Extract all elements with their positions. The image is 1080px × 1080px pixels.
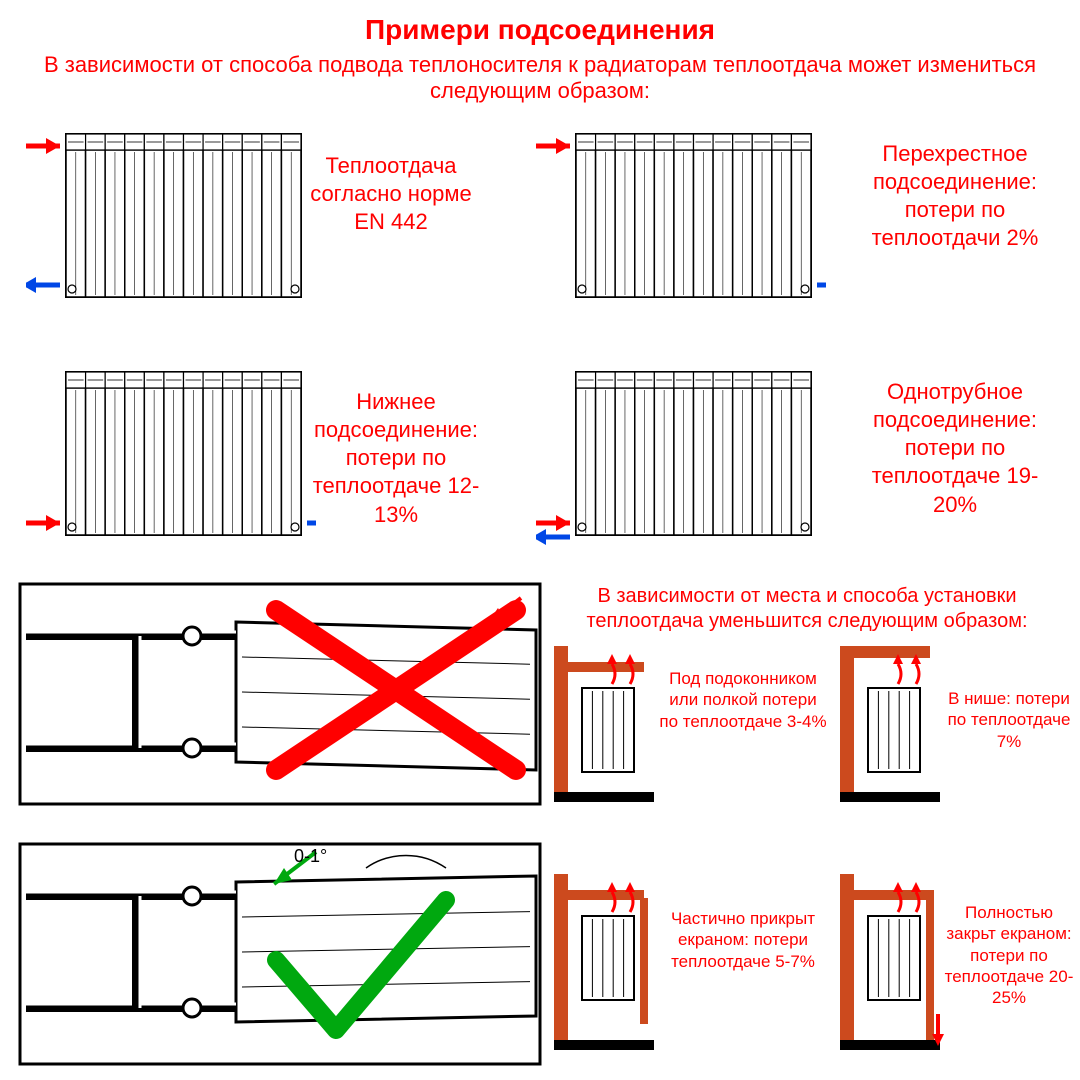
caption-diag-b: Перехрестное подсоединение: потери по те… bbox=[850, 140, 1060, 253]
placement-full-screen bbox=[838, 868, 948, 1058]
install-correct-diagram bbox=[16, 840, 546, 1070]
page-subtitle: В зависимости от способа подвода теплоно… bbox=[40, 52, 1040, 104]
radiator-diagram-a bbox=[26, 120, 316, 320]
radiator-diagram-c bbox=[26, 358, 316, 558]
placement-niche bbox=[838, 640, 948, 810]
install-section-header: В зависимости от места и способа установ… bbox=[552, 584, 1062, 634]
placement-sill bbox=[552, 640, 662, 810]
angle-label: 0-1° bbox=[294, 846, 327, 867]
caption-diag-c: Нижнее подсоединение: потери по теплоотд… bbox=[296, 388, 496, 529]
placement-partial-screen bbox=[552, 868, 662, 1058]
radiator-diagram-b bbox=[536, 120, 826, 320]
caption-place-partial: Частично прикрыт екраном: потери теплоот… bbox=[658, 908, 828, 972]
caption-diag-d: Однотрубное подсоединение: потери по теп… bbox=[850, 378, 1060, 519]
caption-place-full: Полностью закрьт екраном: потери по тепл… bbox=[940, 902, 1078, 1008]
caption-place-sill: Под подоконником или полкой потери по те… bbox=[658, 668, 828, 732]
caption-diag-a: Теплоотдача согласно норме EN 442 bbox=[296, 152, 486, 236]
page-title: Примери подсоединения bbox=[0, 14, 1080, 46]
caption-place-niche: В нише: потери по теплоотдаче 7% bbox=[940, 688, 1078, 752]
install-wrong-diagram bbox=[16, 580, 546, 810]
radiator-diagram-d bbox=[536, 358, 826, 558]
